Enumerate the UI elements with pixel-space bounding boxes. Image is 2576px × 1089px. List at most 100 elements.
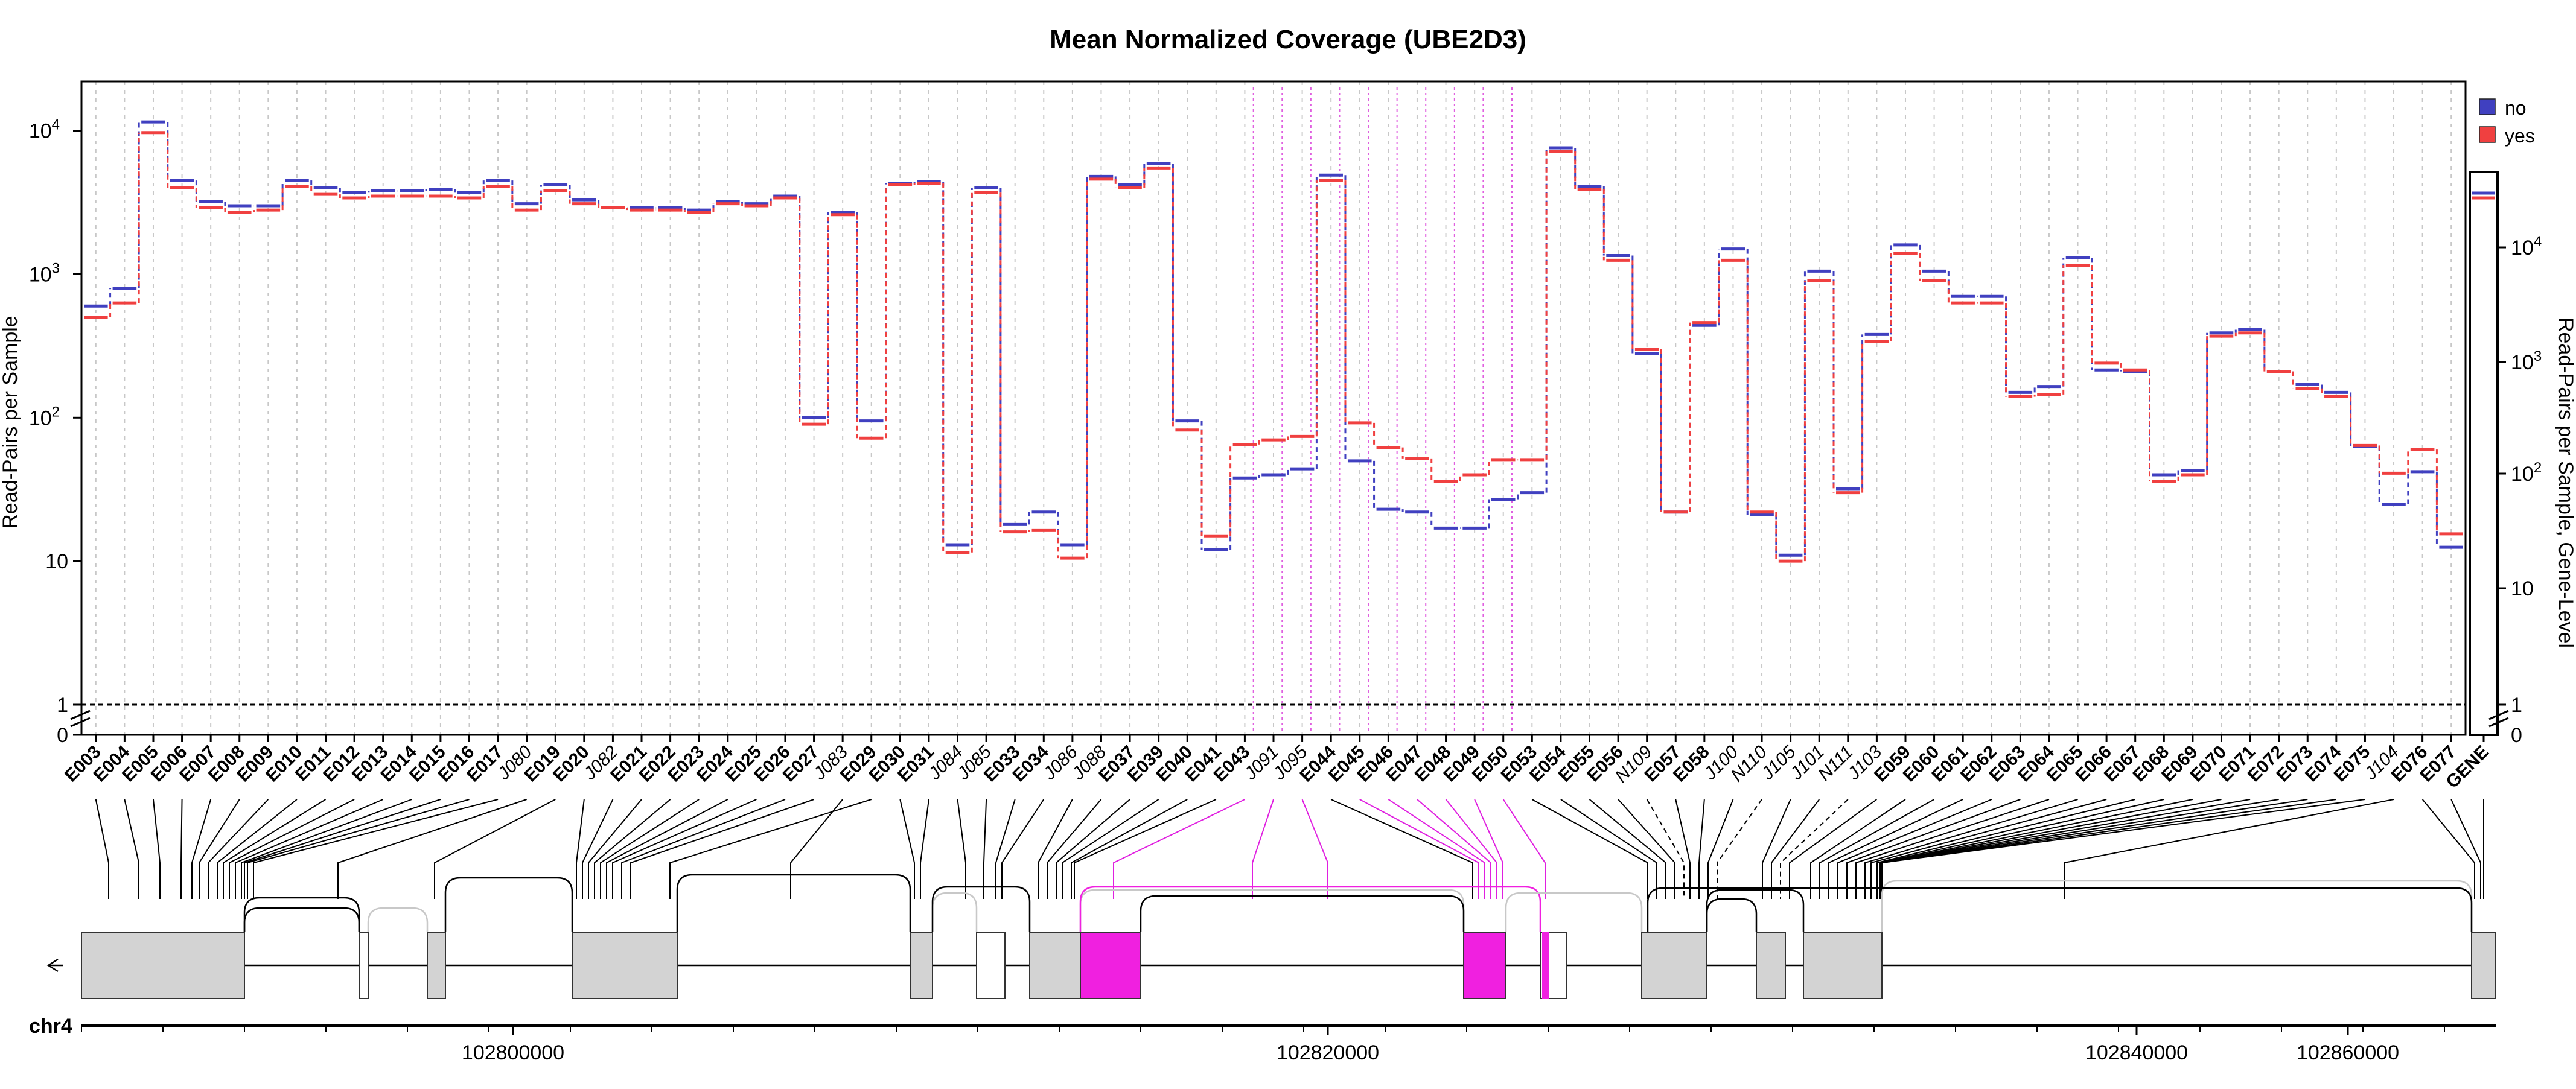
legend-label-yes: yes [2505, 125, 2535, 147]
feature-connector [1531, 799, 1648, 899]
exon-block [1641, 932, 1707, 999]
feature-connector [612, 799, 757, 899]
feature-connector [241, 799, 412, 899]
y-tick-label-right: 104 [2511, 233, 2542, 259]
feature-connector [1047, 799, 1102, 899]
exon-block [572, 932, 678, 999]
feature-connector [95, 799, 109, 899]
feature-connector [576, 799, 585, 899]
feature-connector [1698, 799, 1705, 899]
junction-arc [676, 874, 911, 932]
feature-connector [1502, 799, 1546, 899]
exon-block [976, 932, 1006, 999]
junction-arc [444, 877, 573, 932]
feature-connector [247, 799, 470, 899]
y-tick-exponent: 3 [2534, 348, 2542, 364]
junction-arc [1079, 886, 1541, 932]
junction-arc [367, 907, 429, 932]
feature-connector [1707, 799, 1734, 899]
feature-connector [1038, 799, 1073, 899]
y-tick-label: 10 [45, 550, 68, 573]
y-tick-exponent: 4 [2534, 233, 2542, 250]
feature-connector [199, 799, 240, 899]
feature-connector [606, 799, 728, 899]
junction-arc [1505, 892, 1643, 932]
exon-block [1542, 932, 1549, 999]
series-yes [84, 131, 2495, 563]
y-tick-label-right: 1 [2511, 694, 2522, 717]
feature-connector [2064, 799, 2394, 899]
feature-connector [235, 799, 384, 899]
feature-connector [244, 799, 441, 899]
genomic-axis: 102800000 102820000 102840000 102860000 [81, 1024, 2496, 1064]
axis-break [2488, 710, 2509, 720]
feature-connector [1864, 799, 2078, 899]
axis-break [2488, 717, 2509, 728]
feature-connector [1074, 799, 1217, 899]
feature-connector [124, 799, 139, 899]
legend-swatch-yes [2479, 126, 2496, 143]
feature-connector [1855, 799, 2050, 899]
series-layer [84, 120, 2495, 563]
y-tick-label-right: 0 [2511, 724, 2522, 747]
feature-connector [1560, 799, 1657, 899]
feature-connector [669, 799, 872, 899]
feature-connector [434, 799, 556, 899]
y-tick-label: 0 [57, 724, 68, 747]
feature-connector [229, 799, 355, 899]
feature-connector [208, 799, 269, 899]
junction-arc [1881, 880, 2473, 932]
exon-block [1080, 932, 1141, 999]
strand-arrow [46, 958, 63, 973]
y-tick-exponent: 2 [2534, 460, 2542, 476]
y-tick-exponent: 4 [52, 117, 60, 133]
junction-arc [1647, 887, 2473, 932]
axis-break [70, 717, 91, 728]
feature-connector [1062, 799, 1159, 899]
feature-connector [1810, 799, 1906, 899]
legend: no yes [2479, 97, 2535, 147]
feature-connector [1846, 799, 2021, 899]
feature-connector [630, 799, 814, 899]
junction-arc [931, 892, 978, 932]
junction-arc [1706, 898, 1758, 932]
feature-connector [223, 799, 327, 899]
axis-break [70, 710, 91, 720]
junction-arc [1140, 895, 1465, 932]
exon-block [910, 932, 933, 999]
feature-connector [1675, 799, 1691, 899]
genomic-tick-label: 102860000 [2297, 1041, 2399, 1064]
junction-arc [243, 897, 360, 932]
genomic-tick-label: 102820000 [1277, 1041, 1379, 1064]
exon-block [359, 932, 369, 999]
junction-highlight-layer [1252, 87, 1513, 735]
y-tick-label-right: 10 [2511, 577, 2534, 600]
legend-label-no: no [2505, 97, 2527, 119]
feature-connector [1876, 799, 2135, 899]
chromosome-label: chr4 [29, 1015, 72, 1038]
feature-connector [152, 799, 161, 899]
feature-connector [1589, 799, 1666, 899]
exon-block [1029, 932, 1081, 999]
feature-connector [253, 799, 499, 899]
genomic-tick-label: 102800000 [462, 1041, 564, 1064]
feature-connector [1870, 799, 2107, 899]
feature-connector [1879, 799, 2164, 899]
feature-connector [920, 799, 929, 899]
feature-connector [2421, 799, 2475, 899]
feature-connector [1881, 799, 2365, 899]
feature-connector [594, 799, 671, 899]
feature-connector [899, 799, 915, 899]
exon-block [1756, 932, 1786, 999]
feature-connector [600, 799, 700, 899]
feature-connector [621, 799, 786, 899]
y-axis-label-right: Read-Pairs per Sample, Gene-Level [2554, 317, 2576, 648]
feature-connector [180, 799, 183, 899]
y-tick-label: 104 [29, 117, 60, 143]
feature-connector [1819, 799, 1935, 899]
feature-connector [790, 799, 843, 899]
